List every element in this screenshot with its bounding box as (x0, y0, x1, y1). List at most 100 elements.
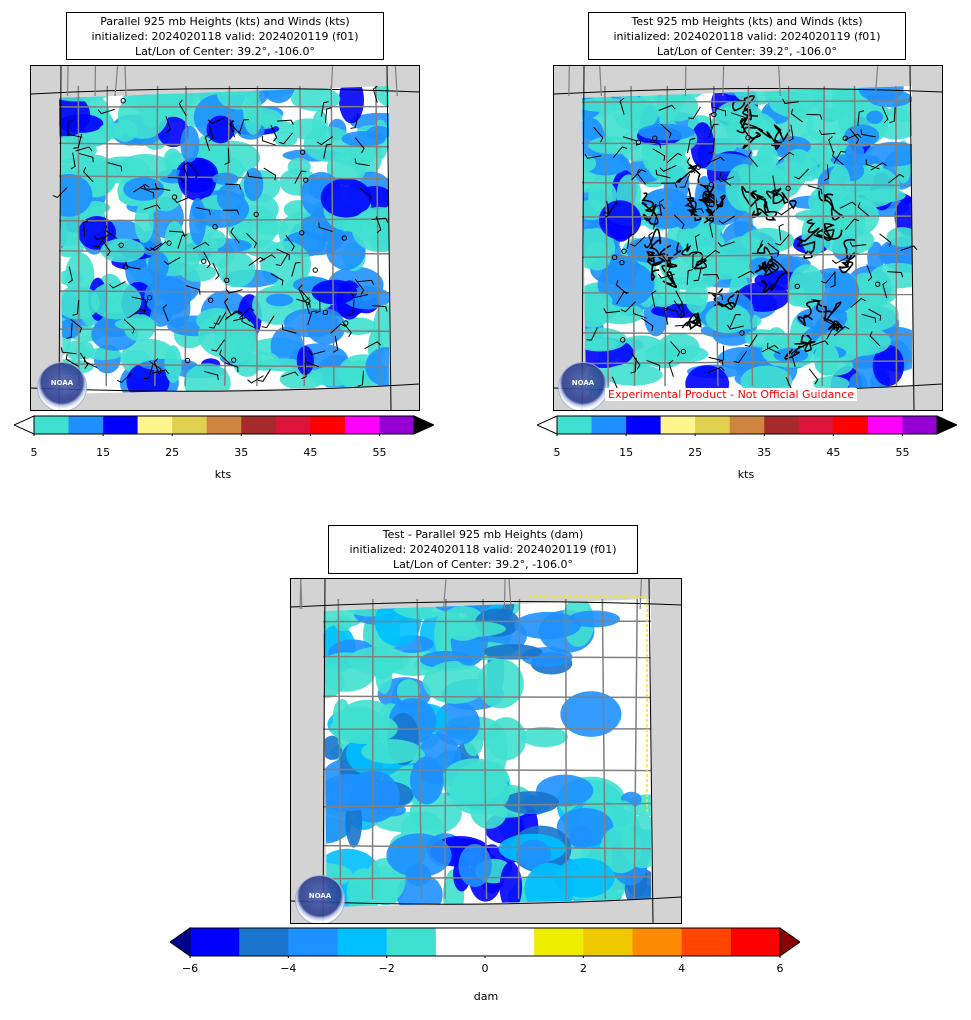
wind-barb (833, 150, 846, 164)
wind-barb (247, 171, 263, 179)
colorbar-tick-label: 15 (96, 446, 111, 459)
field-blob (59, 173, 93, 217)
field-blob (323, 599, 371, 610)
height-contour (813, 222, 843, 242)
wind-barb (666, 152, 683, 164)
field-blob (485, 717, 527, 761)
wind-barb (225, 288, 243, 294)
wind-barb (107, 162, 123, 172)
field-blob (422, 661, 488, 704)
height-contour (751, 197, 778, 221)
field-blob (582, 291, 613, 311)
wind-calm-marker (212, 224, 218, 230)
wind-barb (285, 235, 295, 252)
test-colorbar-swatches (535, 415, 959, 438)
wind-barb (761, 344, 779, 353)
wind-barb (850, 297, 867, 308)
wind-barb (223, 209, 240, 215)
colorbar-tick-label: 25 (688, 446, 703, 459)
state-boundary (322, 579, 326, 923)
field-blob (184, 363, 231, 394)
field-blob (147, 251, 169, 280)
map-layer (554, 66, 942, 410)
wind-barb (708, 291, 724, 301)
county-line (299, 85, 306, 387)
wind-barb (733, 350, 748, 364)
wind-barb (882, 281, 888, 299)
county-line (322, 655, 652, 659)
wind-barb (709, 220, 715, 238)
wind-barb (839, 201, 857, 209)
wind-barb (603, 308, 621, 314)
colorbar-tick-label: 6 (776, 962, 784, 975)
colorbar-swatch (730, 928, 781, 956)
wind-barb (371, 217, 389, 223)
wind-barb (868, 308, 882, 321)
colorbar-swatch (833, 416, 869, 434)
wind-barb (230, 227, 240, 244)
colorbar-swatch (660, 416, 696, 434)
wind-calm-marker (201, 258, 207, 264)
wind-barb (354, 137, 365, 154)
wind-barb (857, 110, 865, 127)
field-blob (870, 262, 912, 289)
field-blob (117, 154, 174, 181)
colorbar-swatch (591, 416, 627, 434)
state-boundary (909, 66, 915, 410)
wind-calm-marker (118, 242, 124, 248)
colorbar-swatch (190, 928, 240, 956)
colorbar-swatch (310, 416, 346, 434)
wind-barb (351, 293, 369, 299)
height-contour (646, 250, 664, 281)
wind-barb (372, 85, 378, 103)
colorbar-extend-low (535, 415, 558, 435)
wind-barb (204, 370, 219, 381)
parallel-colorbar-label: kts (214, 468, 232, 481)
wind-barb (658, 104, 676, 111)
field-blob (386, 833, 452, 878)
county-line (581, 100, 913, 103)
wind-barb (729, 314, 741, 328)
wind-barb (223, 298, 232, 315)
wind-barb (777, 206, 794, 216)
wind-barb (125, 261, 141, 270)
county-line (322, 844, 652, 850)
field-blob (690, 122, 715, 169)
wind-barb (717, 176, 735, 183)
county-line (58, 175, 390, 180)
wind-barb (65, 354, 79, 367)
field-blob (374, 811, 442, 833)
county-line (375, 85, 381, 387)
panel-test-title-line3: Lat/Lon of Center: 39.2°, -106.0° (656, 45, 838, 58)
wind-barb (687, 137, 696, 154)
colorbar-swatch (557, 416, 593, 434)
wind-barb (239, 307, 255, 319)
map-layer (31, 66, 419, 410)
wind-barb (188, 162, 199, 179)
colorbar-extend-low (169, 927, 191, 957)
wind-barb (658, 199, 665, 216)
wind-barb (660, 123, 672, 139)
wind-barb (150, 241, 167, 251)
wind-barb (604, 201, 618, 215)
wind-barb (692, 252, 698, 269)
field-blob (602, 363, 663, 386)
wind-barb (143, 204, 161, 210)
wind-barb (866, 264, 873, 282)
field-blob (568, 825, 593, 849)
wind-barb (616, 291, 629, 305)
height-contour (641, 192, 659, 225)
wind-barb (308, 350, 326, 356)
colorbar-swatch (241, 416, 277, 434)
wind-calm-marker (620, 337, 626, 343)
wind-calm-marker (184, 357, 191, 364)
field-blob (568, 610, 620, 628)
county-line (416, 598, 423, 900)
wind-barb (719, 172, 732, 186)
wind-barb (195, 207, 211, 216)
wind-barb (133, 183, 150, 193)
wind-barb (163, 257, 181, 265)
state-boundary (291, 600, 681, 608)
county-line (58, 363, 390, 369)
wind-barb (154, 183, 171, 191)
